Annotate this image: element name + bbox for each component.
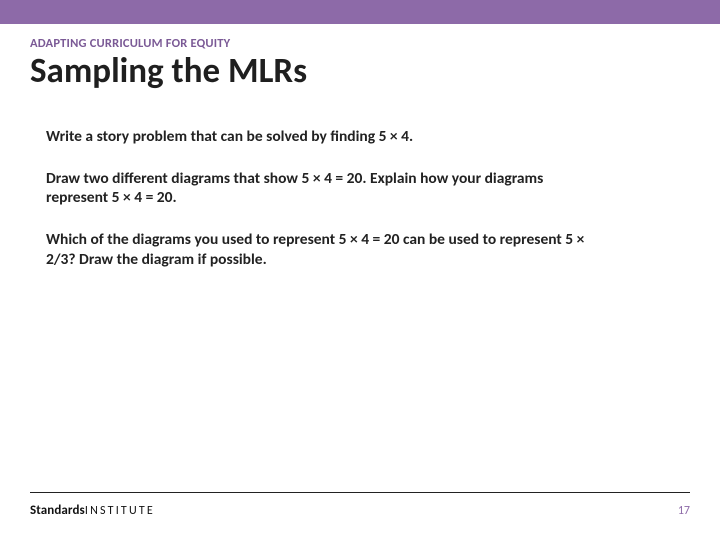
slide: ADAPTING CURRICULUM FOR EQUITY Sampling … — [0, 0, 720, 540]
footer: StandardsINSTITUTE 17 — [30, 492, 690, 518]
paragraph-2: Draw two different diagrams that show 5 … — [46, 169, 606, 209]
accent-bar — [0, 0, 720, 24]
brand-bold: Standards — [30, 503, 85, 518]
slide-title: Sampling the MLRs — [30, 53, 690, 91]
paragraph-1: Write a story problem that can be solved… — [46, 127, 606, 147]
paragraph-3: Which of the diagrams you used to repres… — [46, 230, 606, 270]
body: Write a story problem that can be solved… — [0, 97, 720, 540]
header: ADAPTING CURRICULUM FOR EQUITY Sampling … — [0, 24, 720, 97]
brand-light: INSTITUTE — [85, 504, 155, 518]
brand-logo: StandardsINSTITUTE — [30, 503, 155, 518]
kicker-text: ADAPTING CURRICULUM FOR EQUITY — [30, 36, 690, 51]
page-number: 17 — [678, 504, 690, 518]
